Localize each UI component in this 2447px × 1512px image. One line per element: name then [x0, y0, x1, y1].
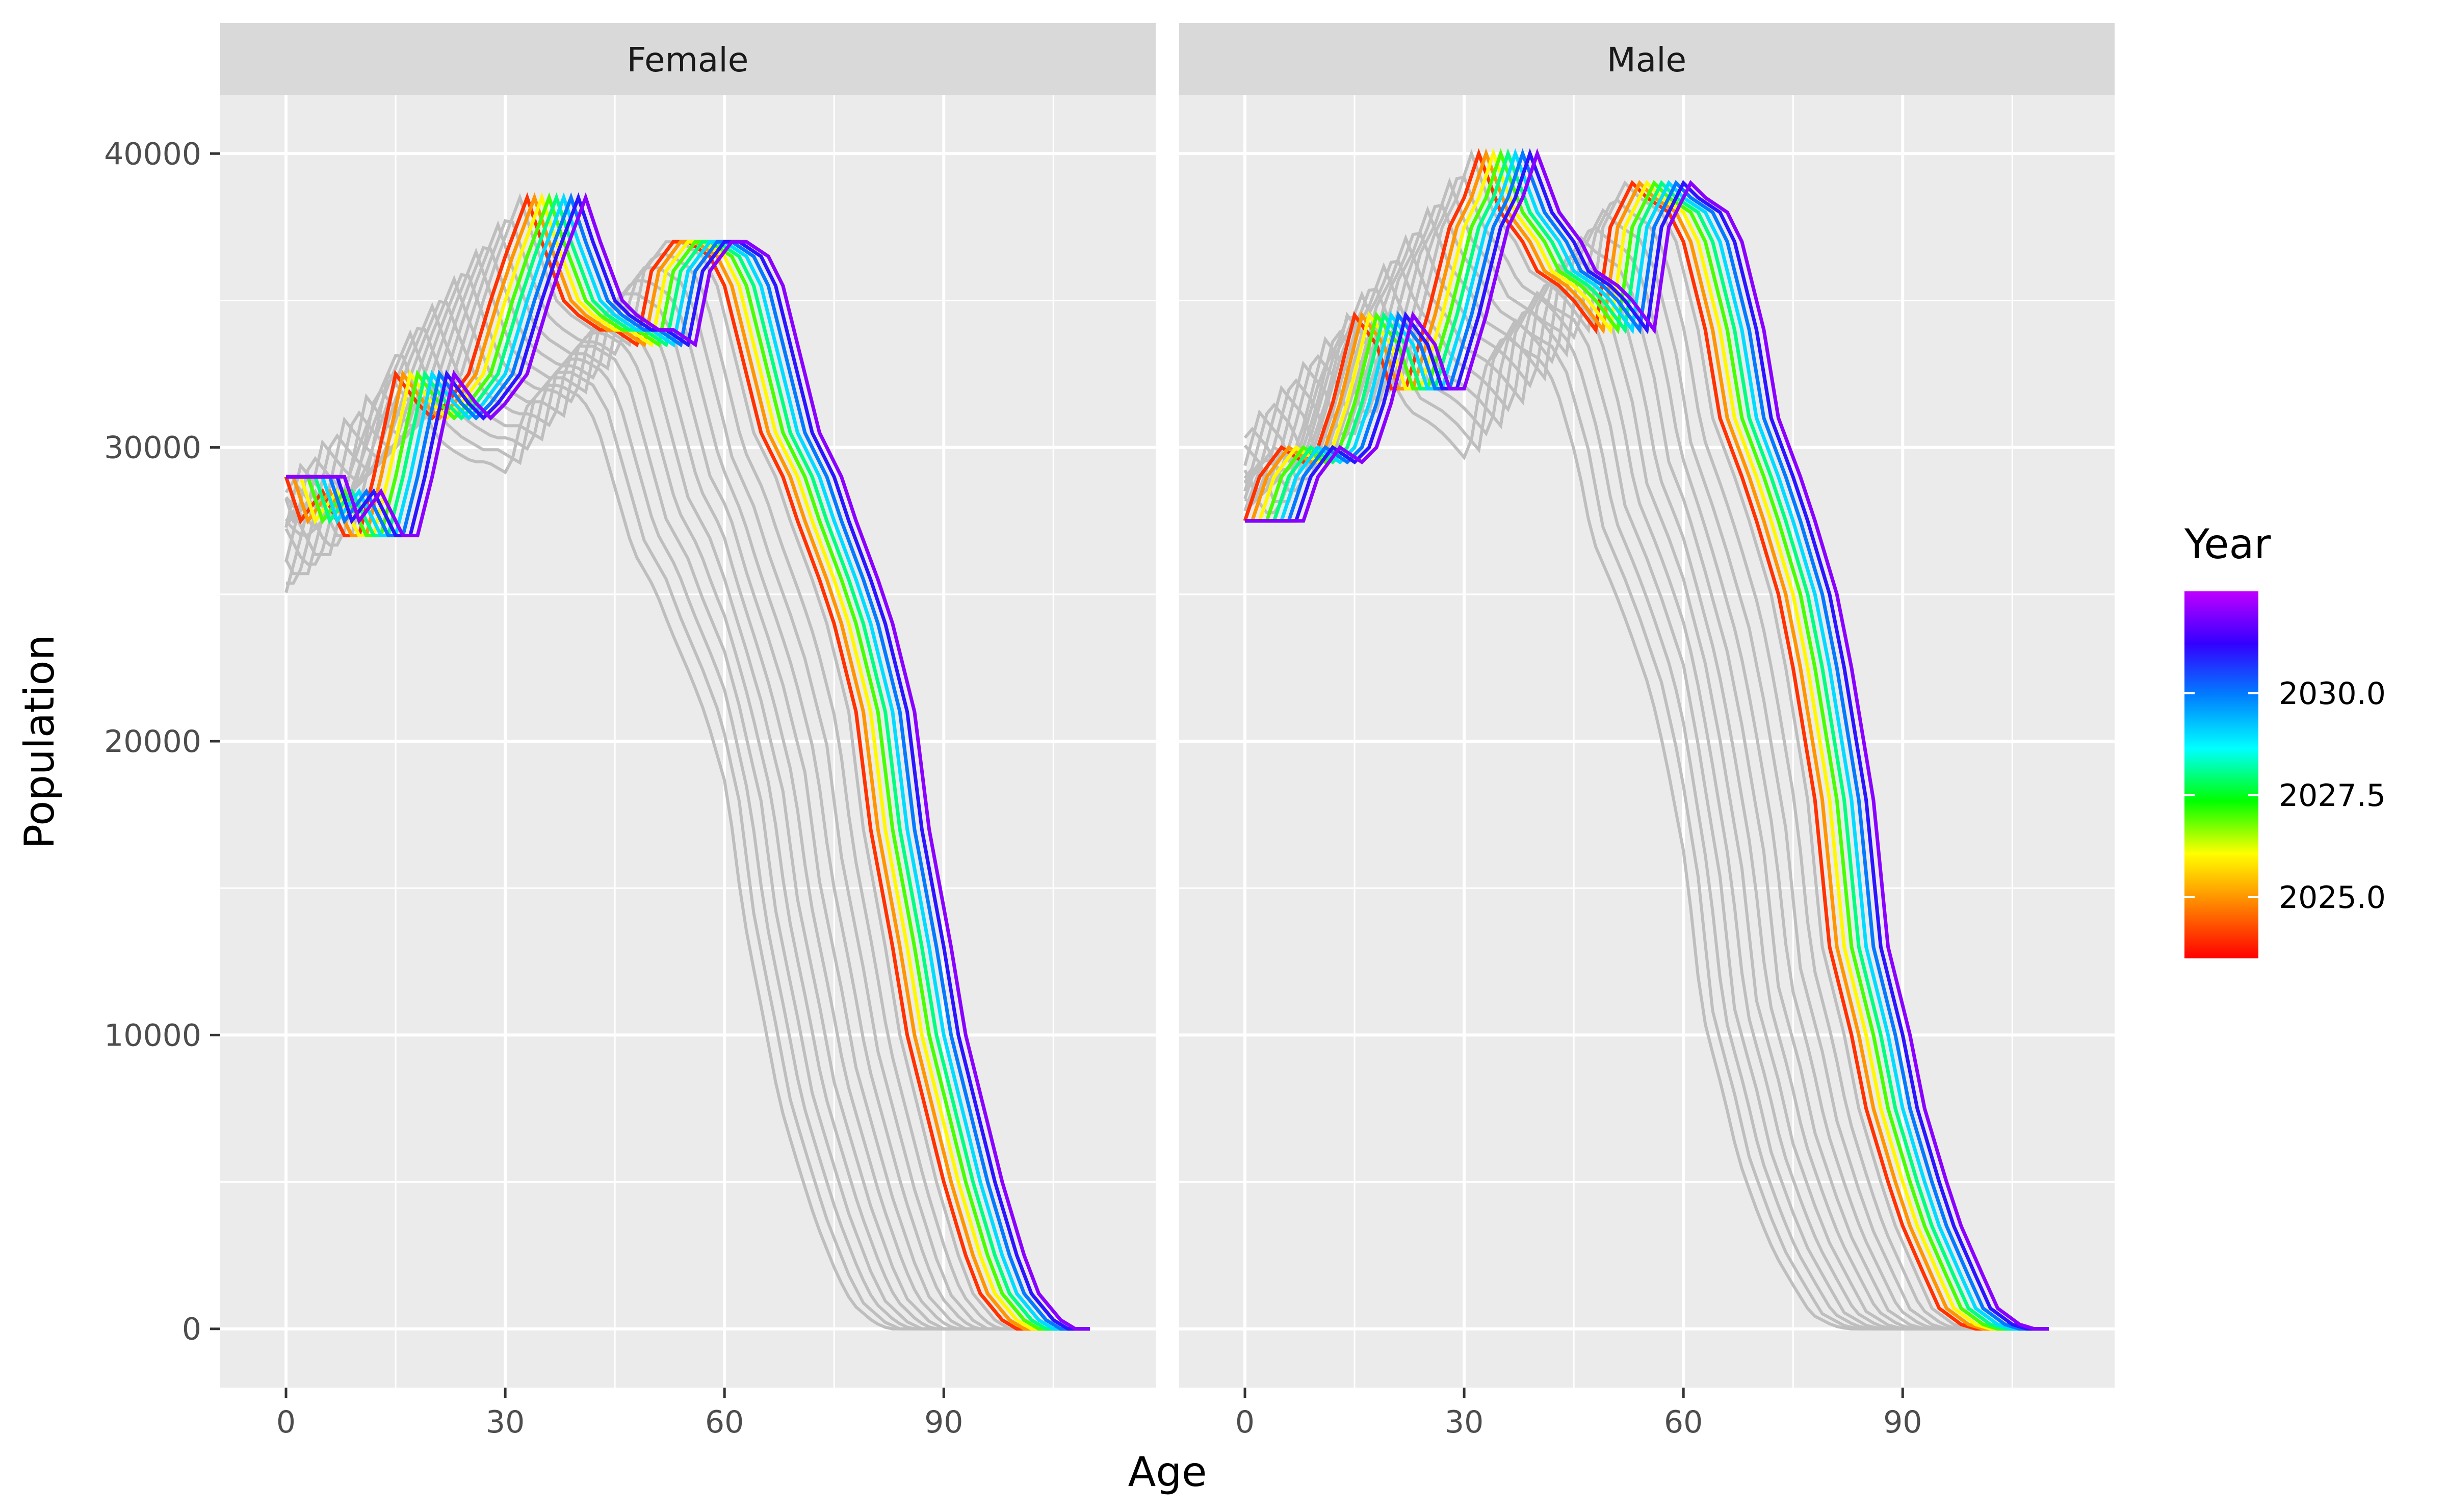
y-tick-label: 40000: [104, 136, 201, 172]
year-series-line-2032: [286, 192, 1090, 1331]
year-series-line-2031: [1245, 148, 2049, 1331]
historical-series-line: [1243, 149, 2049, 1331]
panel-female: [220, 95, 1156, 1388]
x-tick-label: 60: [705, 1404, 744, 1440]
strip-male: [1179, 23, 2115, 95]
y-axis-title: Population: [16, 635, 63, 849]
y-tick-label: 10000: [104, 1018, 201, 1053]
x-axis-female: 0 30 60 90: [276, 1388, 963, 1440]
year-series-line-2031: [286, 192, 1090, 1331]
strip-label-male: Male: [1607, 40, 1686, 80]
y-tick-label: 30000: [104, 430, 201, 466]
historical-series-line: [1243, 177, 2049, 1331]
x-tick-label: 0: [1235, 1404, 1255, 1440]
year-series-line-2027: [286, 192, 1090, 1331]
x-axis-title: Age: [1128, 1448, 1207, 1496]
legend-title: Year: [2184, 520, 2271, 568]
year-series-line-2029: [286, 192, 1090, 1331]
colorbar-tick-label: 2030.0: [2279, 676, 2386, 712]
strip-label-female: Female: [627, 40, 749, 80]
legend: Year 2025.0 2027.5 2030.0: [2184, 520, 2386, 958]
colorbar-ticks: 2025.0 2027.5 2030.0: [2184, 676, 2386, 916]
year-series-line-2030: [286, 192, 1090, 1331]
year-series-line-2027: [1245, 148, 2049, 1331]
y-axis: 0 10000 20000 30000 40000: [104, 136, 220, 1347]
historical-series-line: [284, 247, 1090, 1331]
x-tick-label: 90: [1883, 1404, 1922, 1440]
x-tick-label: 30: [1445, 1404, 1483, 1440]
colorbar-tick-label: 2027.5: [2279, 778, 2386, 814]
x-tick-label: 90: [924, 1404, 963, 1440]
colorbar: [2184, 591, 2258, 958]
y-tick-label: 20000: [104, 724, 201, 760]
strip-female: [220, 23, 1156, 95]
year-series-line-2028: [1245, 148, 2049, 1331]
year-series-line-2028: [286, 192, 1090, 1331]
historical-series-line: [1244, 203, 2049, 1331]
year-series-line-2026: [286, 192, 1090, 1331]
year-series-line-2030: [1245, 148, 2049, 1331]
x-axis-male: 0 30 60 90: [1235, 1388, 1922, 1440]
x-tick-label: 30: [486, 1404, 525, 1440]
colorbar-tick-label: 2025.0: [2279, 880, 2386, 916]
year-series-line-2032: [1245, 148, 2049, 1331]
historical-series-line: [284, 220, 1090, 1331]
x-tick-label: 0: [276, 1404, 296, 1440]
panel-male: [1179, 95, 2115, 1388]
y-tick-label: 0: [182, 1312, 201, 1347]
year-series-line-2029: [1245, 148, 2049, 1331]
x-tick-label: 60: [1664, 1404, 1703, 1440]
